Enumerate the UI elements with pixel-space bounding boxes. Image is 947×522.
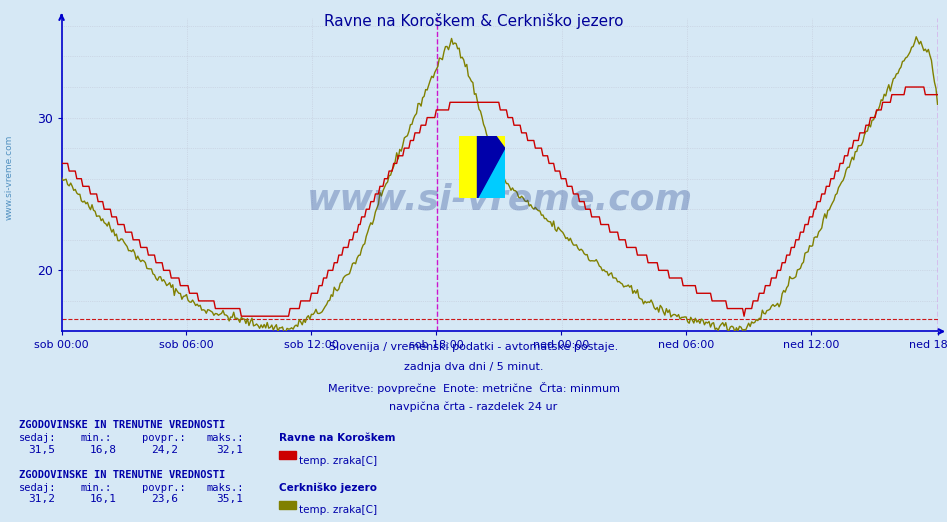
Text: povpr.:: povpr.:	[142, 483, 186, 493]
Text: zadnja dva dni / 5 minut.: zadnja dva dni / 5 minut.	[403, 362, 544, 372]
Text: Ravne na Koroškem: Ravne na Koroškem	[279, 433, 396, 443]
Text: 16,8: 16,8	[90, 445, 117, 455]
Text: Slovenija / vremenski podatki - avtomatske postaje.: Slovenija / vremenski podatki - avtomats…	[329, 342, 618, 352]
Text: 16,1: 16,1	[90, 494, 117, 504]
Text: povpr.:: povpr.:	[142, 433, 186, 443]
Text: Cerkniško jezero: Cerkniško jezero	[279, 483, 377, 493]
Text: 32,1: 32,1	[216, 445, 243, 455]
Text: ZGODOVINSKE IN TRENUTNE VREDNOSTI: ZGODOVINSKE IN TRENUTNE VREDNOSTI	[19, 470, 225, 480]
Text: 31,2: 31,2	[28, 494, 56, 504]
Polygon shape	[477, 148, 505, 198]
Text: www.si-vreme.com: www.si-vreme.com	[307, 183, 692, 217]
Text: temp. zraka[C]: temp. zraka[C]	[299, 505, 377, 515]
Text: 24,2: 24,2	[152, 445, 179, 455]
Text: min.:: min.:	[80, 433, 112, 443]
Text: min.:: min.:	[80, 483, 112, 493]
Text: 23,6: 23,6	[152, 494, 179, 504]
Text: temp. zraka[C]: temp. zraka[C]	[299, 456, 377, 466]
Text: 31,5: 31,5	[28, 445, 56, 455]
Text: maks.:: maks.:	[206, 433, 244, 443]
Text: maks.:: maks.:	[206, 483, 244, 493]
Text: sedaj:: sedaj:	[19, 483, 57, 493]
Text: www.si-vreme.com: www.si-vreme.com	[5, 135, 14, 220]
Text: 35,1: 35,1	[216, 494, 243, 504]
Text: navpična črta - razdelek 24 ur: navpična črta - razdelek 24 ur	[389, 401, 558, 412]
Text: ZGODOVINSKE IN TRENUTNE VREDNOSTI: ZGODOVINSKE IN TRENUTNE VREDNOSTI	[19, 420, 225, 430]
Text: sedaj:: sedaj:	[19, 433, 57, 443]
Polygon shape	[477, 136, 505, 198]
Text: Meritve: povprečne  Enote: metrične  Črta: minmum: Meritve: povprečne Enote: metrične Črta:…	[328, 382, 619, 394]
Text: Ravne na Koroškem & Cerkniško jezero: Ravne na Koroškem & Cerkniško jezero	[324, 13, 623, 29]
